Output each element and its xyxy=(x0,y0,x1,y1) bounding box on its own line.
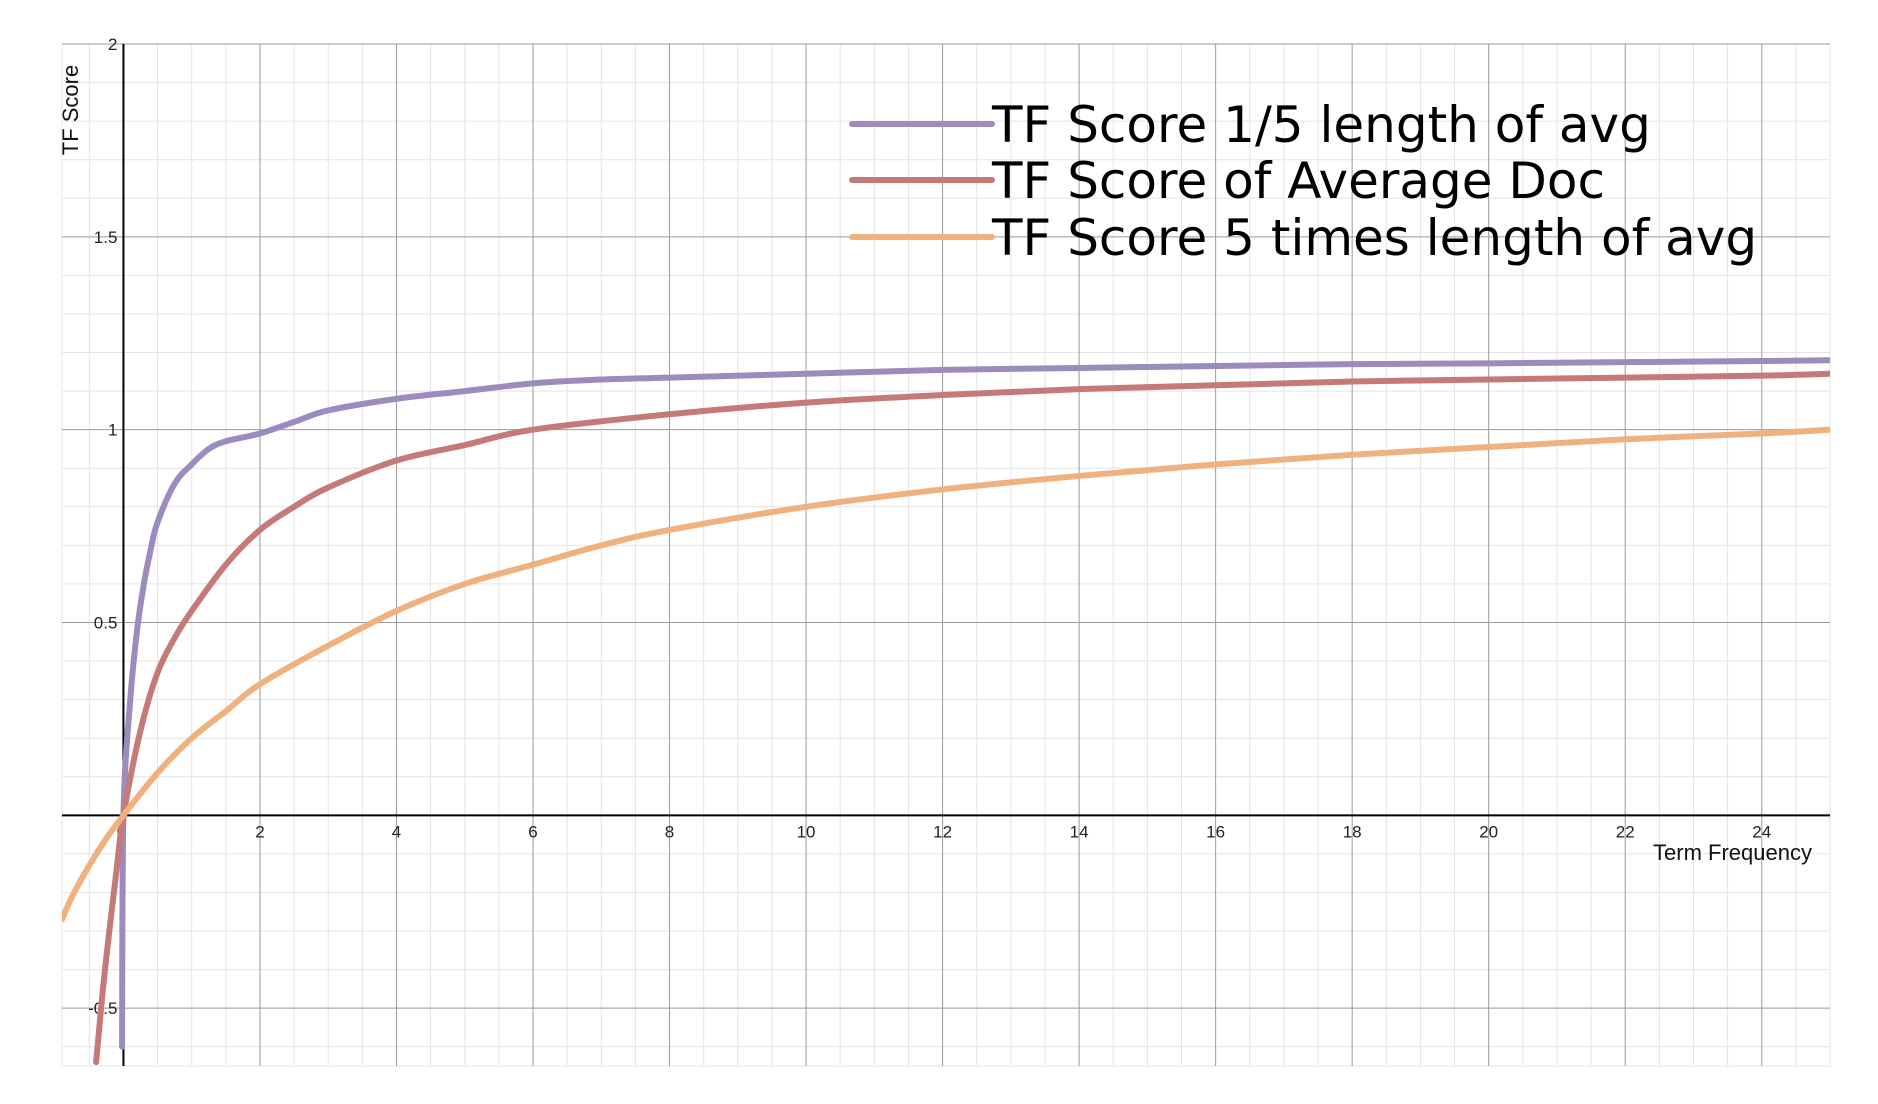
x-tick-label: 18 xyxy=(1343,822,1362,841)
x-tick-label: 2 xyxy=(255,822,264,841)
x-tick-label: 8 xyxy=(665,822,674,841)
grid-minor xyxy=(61,43,1831,1067)
series-line-2 xyxy=(93,370,1830,1066)
grid-major xyxy=(62,43,1830,1066)
x-tick-label: 14 xyxy=(1070,822,1089,841)
y-axis-label: TF Score xyxy=(58,65,83,155)
y-tick-label: 0.5 xyxy=(94,613,118,632)
x-tick-label: 4 xyxy=(392,822,401,841)
legend-label-series-1: TF Score 1/5 length of avg xyxy=(991,96,1651,154)
y-tick-label: 2 xyxy=(108,35,117,54)
x-tick-label: 24 xyxy=(1752,822,1771,841)
series-line-3 xyxy=(62,426,1830,923)
x-tick-label: 6 xyxy=(528,822,537,841)
legend-label-series-3: TF Score 5 times length of avg xyxy=(991,209,1757,267)
plot-area xyxy=(61,43,1831,1067)
legend: TF Score 1/5 length of avg TF Score of A… xyxy=(849,96,1757,267)
x-tick-label: 16 xyxy=(1206,822,1225,841)
x-tick-label: 22 xyxy=(1616,822,1635,841)
x-axis-label: Term Frequency xyxy=(1653,840,1812,865)
x-tick-label: 20 xyxy=(1479,822,1498,841)
legend-label-series-2: TF Score of Average Doc xyxy=(991,152,1605,210)
series-line-1 xyxy=(119,357,1830,1050)
y-tick-label: 1 xyxy=(108,421,117,440)
y-tick-labels: -0.50.511.52 xyxy=(88,35,117,1018)
y-tick-label: 1.5 xyxy=(94,228,118,247)
x-tick-label: 10 xyxy=(797,822,816,841)
x-tick-label: 12 xyxy=(933,822,952,841)
series-lines xyxy=(62,357,1830,1066)
